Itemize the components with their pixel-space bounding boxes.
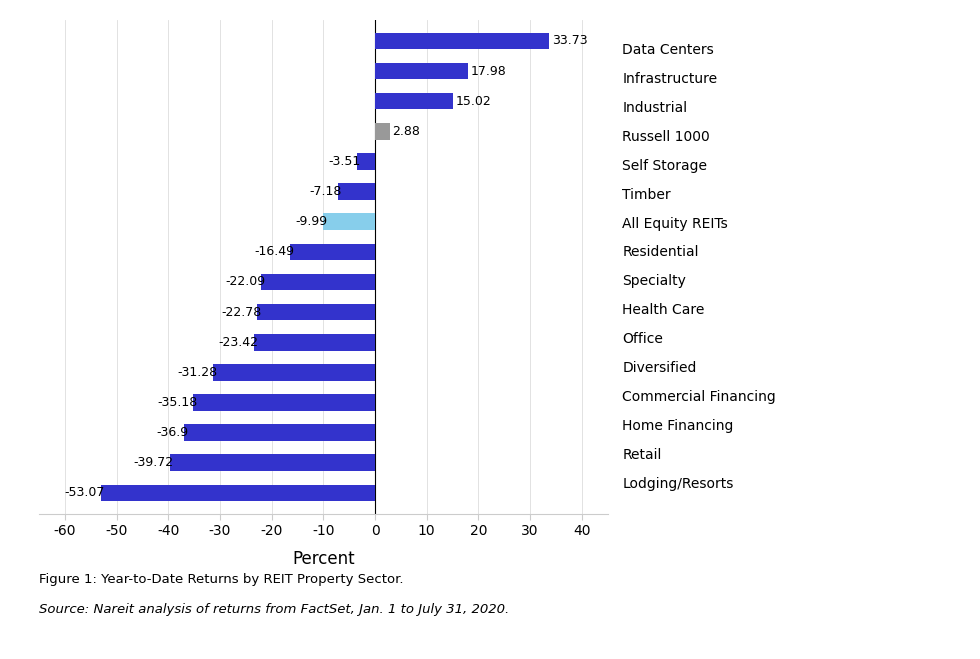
Text: Figure 1: Year-to-Date Returns by REIT Property Sector.: Figure 1: Year-to-Date Returns by REIT P… bbox=[39, 573, 404, 587]
Text: -31.28: -31.28 bbox=[177, 366, 218, 379]
Bar bbox=[323, 214, 375, 230]
Text: -36.9: -36.9 bbox=[157, 426, 188, 439]
Text: Timber: Timber bbox=[622, 188, 671, 202]
Text: Specialty: Specialty bbox=[622, 274, 686, 289]
Text: -22.09: -22.09 bbox=[225, 275, 265, 289]
Text: -7.18: -7.18 bbox=[310, 185, 342, 198]
X-axis label: Percent: Percent bbox=[292, 550, 355, 567]
Bar bbox=[101, 484, 375, 501]
Bar bbox=[375, 63, 468, 79]
Text: Self Storage: Self Storage bbox=[622, 159, 708, 173]
Text: -22.78: -22.78 bbox=[221, 306, 262, 318]
Text: Commercial Financing: Commercial Financing bbox=[622, 390, 776, 404]
Bar bbox=[193, 394, 375, 411]
Text: Residential: Residential bbox=[622, 245, 699, 260]
Bar bbox=[184, 424, 375, 441]
Text: Diversified: Diversified bbox=[622, 361, 697, 375]
Bar bbox=[254, 334, 375, 351]
Text: Retail: Retail bbox=[622, 447, 662, 462]
Text: Industrial: Industrial bbox=[622, 101, 687, 115]
Bar bbox=[357, 153, 375, 170]
Text: 17.98: 17.98 bbox=[470, 65, 507, 78]
Text: Home Financing: Home Financing bbox=[622, 419, 734, 433]
Text: 2.88: 2.88 bbox=[393, 125, 420, 138]
Text: -39.72: -39.72 bbox=[134, 456, 174, 469]
Text: 15.02: 15.02 bbox=[456, 95, 491, 107]
Text: -16.49: -16.49 bbox=[254, 245, 294, 258]
Text: Russell 1000: Russell 1000 bbox=[622, 130, 710, 144]
Bar bbox=[170, 455, 375, 471]
Text: -53.07: -53.07 bbox=[65, 486, 105, 500]
Text: Lodging/Resorts: Lodging/Resorts bbox=[622, 476, 734, 490]
Text: -35.18: -35.18 bbox=[157, 396, 197, 409]
Bar bbox=[375, 123, 390, 140]
Bar bbox=[214, 364, 375, 381]
Text: 33.73: 33.73 bbox=[552, 34, 588, 47]
Bar bbox=[290, 244, 375, 260]
Text: Infrastructure: Infrastructure bbox=[622, 72, 717, 86]
Text: -9.99: -9.99 bbox=[295, 215, 327, 228]
Bar bbox=[375, 93, 453, 109]
Text: -23.42: -23.42 bbox=[219, 335, 258, 349]
Text: Health Care: Health Care bbox=[622, 303, 705, 317]
Text: Source: Nareit analysis of returns from FactSet, Jan. 1 to July 31, 2020.: Source: Nareit analysis of returns from … bbox=[39, 603, 510, 616]
Bar bbox=[258, 304, 375, 320]
Text: -3.51: -3.51 bbox=[329, 155, 361, 168]
Bar bbox=[261, 273, 375, 290]
Text: Office: Office bbox=[622, 332, 663, 346]
Text: All Equity REITs: All Equity REITs bbox=[622, 217, 728, 231]
Text: Data Centers: Data Centers bbox=[622, 43, 714, 57]
Bar bbox=[338, 183, 375, 200]
Bar bbox=[375, 32, 550, 49]
